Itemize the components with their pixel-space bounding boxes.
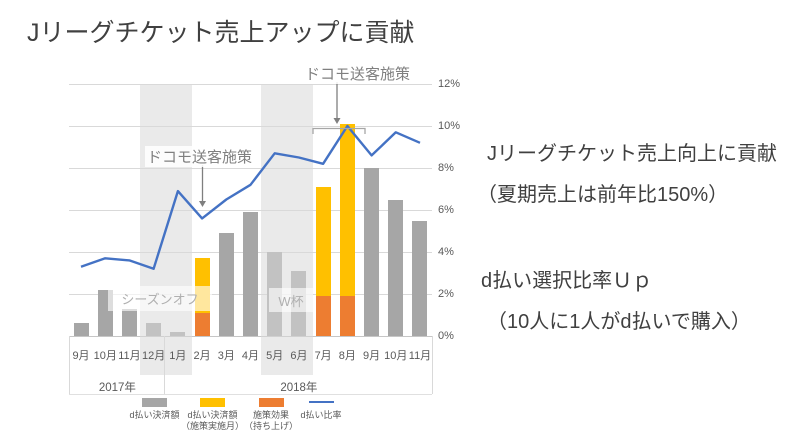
y-axis-label: 2% (438, 287, 454, 300)
bar-dwallet-amount (218, 233, 234, 336)
season-band (260, 85, 313, 375)
month-label: 2月 (193, 350, 211, 362)
month-label: 7月 (314, 350, 332, 362)
axis-line (69, 394, 432, 395)
band-label: シーズンオフ (108, 286, 212, 311)
legend-swatch (258, 398, 284, 407)
month-label: 5月 (266, 350, 284, 362)
month-label: 3月 (217, 350, 235, 362)
bar-dwallet-amount (412, 220, 428, 336)
y-axis-label: 8% (438, 161, 454, 174)
summary-ratio-line: d払い選択比率Ｕｐ (481, 270, 653, 292)
year-label: 2018年 (280, 382, 318, 394)
legend-swatch (142, 398, 167, 407)
y-axis-label: 0% (438, 329, 454, 342)
annotation-arrowhead-icon (199, 201, 206, 207)
axis-line (69, 336, 70, 394)
month-label: 6月 (290, 350, 308, 362)
summary-ratio-sub: （10人に1人がd払いで購入） (487, 311, 751, 333)
y-axis-label: 4% (438, 245, 454, 258)
summary-sales-sub: （夏期売上は前年比150%） (477, 184, 729, 206)
grid-line (69, 126, 432, 127)
month-label: 4月 (241, 350, 260, 362)
legend-label: d払い決済額 （施策実施月） (180, 410, 244, 431)
month-label: 9月 (363, 350, 381, 362)
bar-lift-segment (339, 296, 355, 336)
legend-swatch (200, 398, 225, 407)
month-label: 10月 (384, 350, 408, 362)
y-axis-label: 10% (438, 119, 461, 132)
month-label: 1月 (169, 350, 187, 362)
legend-line-swatch (308, 400, 334, 403)
bar-lift-segment (194, 312, 210, 336)
legend-label: d払い決済額 (129, 410, 180, 420)
summary-sales-line: Jリーグチケット売上向上に貢献 (487, 143, 777, 165)
month-label: 12月 (142, 350, 166, 362)
axis-line (432, 336, 433, 394)
year-label: 2017年 (98, 382, 136, 394)
bar-dwallet-amount (73, 323, 89, 336)
month-label: 11月 (118, 350, 141, 362)
annotation-text: ドコモ送客施策 (145, 146, 255, 167)
grid-line (69, 336, 432, 337)
annotation-text: ドコモ送客施策 (303, 63, 413, 84)
month-label: 9月 (72, 350, 90, 362)
bar-dwallet-amount (388, 199, 404, 336)
legend-label: d払い比率 (300, 410, 342, 420)
grid-line (69, 84, 432, 85)
y-axis-label: 12% (438, 77, 461, 90)
y-axis-label: 6% (438, 203, 454, 216)
axis-group-separator (164, 336, 166, 394)
band-label: W杯 (269, 288, 313, 312)
legend-label: 施策効果 （持ち上げ） (243, 410, 298, 431)
season-band (139, 85, 192, 375)
bar-dwallet-amount (121, 308, 137, 336)
page-title: Jリーグチケット売上アップに貢献 (27, 19, 415, 47)
bar-dwallet-amount (364, 168, 380, 336)
month-label: 10月 (93, 350, 117, 362)
bar-lift-segment (315, 296, 331, 336)
bar-campaign-segment (339, 123, 355, 297)
month-label: 11月 (408, 350, 432, 362)
bar-campaign-segment (315, 186, 331, 297)
month-label: 8月 (338, 350, 356, 362)
bar-dwallet-amount (242, 212, 258, 336)
